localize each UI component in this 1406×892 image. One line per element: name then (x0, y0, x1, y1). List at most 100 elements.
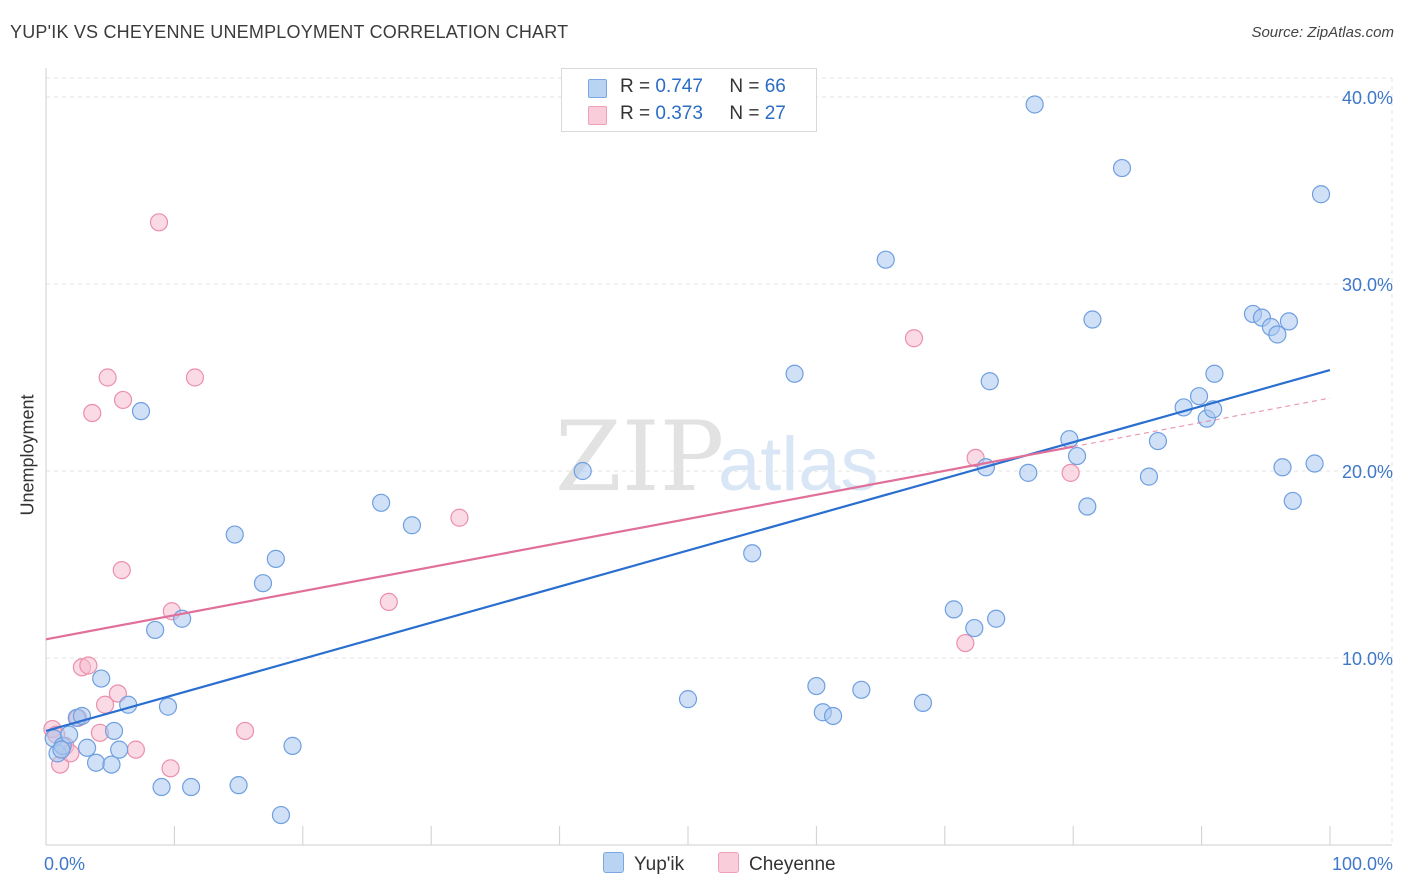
yupik-point (86, 753, 106, 772)
yupik-point (913, 693, 933, 712)
bottom-legend-cheyenne: Cheyenne (718, 852, 836, 876)
y-tick-label: 20.0% (1342, 462, 1393, 482)
yupik-point (823, 706, 843, 726)
yupik-point (225, 525, 244, 544)
yupik-point (253, 574, 273, 593)
bottom-legend-yupik: Yup'ik (603, 852, 684, 876)
yupik-point (1112, 158, 1132, 178)
bottom-legend-swatch-cheyenne (718, 852, 739, 873)
y-axis-label: Unemployment (17, 394, 38, 516)
yupik-point (987, 609, 1006, 628)
yupik-point (181, 777, 201, 797)
yupik-point (1078, 497, 1097, 516)
cheyenne-point (98, 368, 117, 387)
yupik-point (944, 600, 963, 619)
legend-n-label: N = (729, 103, 760, 124)
legend-r-label: R = (620, 76, 651, 97)
yupik-point (92, 669, 111, 688)
bottom-legend-label-cheyenne: Cheyenne (749, 854, 836, 875)
cheyenne-point (79, 656, 98, 675)
data-points (43, 95, 1331, 825)
yupik-point (1019, 463, 1038, 482)
yupik-point (229, 776, 248, 795)
yupik-point (1067, 446, 1087, 466)
y-tick-label: 10.0% (1342, 649, 1393, 669)
yupik-point (980, 372, 999, 391)
cheyenne-point (113, 390, 133, 410)
y-tick-label: 40.0% (1342, 88, 1393, 108)
yupik-point (77, 738, 97, 757)
yupik-point (1205, 364, 1224, 383)
trend-lines (45, 368, 1331, 732)
yupik-point (876, 250, 895, 269)
yupik-point (60, 725, 79, 744)
yupik-trend-line (45, 368, 1331, 732)
yupik-point (146, 620, 165, 640)
cheyenne-point (1061, 463, 1080, 482)
y-tick-label: 30.0% (1342, 275, 1393, 295)
axes (45, 68, 1392, 846)
legend-n-label: N = (729, 76, 760, 97)
cheyenne-point (108, 684, 128, 703)
yupik-point (402, 516, 422, 535)
yupik-point (743, 544, 762, 563)
cheyenne-point (450, 508, 469, 527)
yupik-point (1279, 312, 1299, 331)
yupik-point (1305, 454, 1324, 473)
yupik-point (785, 364, 804, 383)
watermark-zip: ZIP (555, 401, 724, 513)
yupik-point (266, 549, 285, 568)
x-tick-label-end: 100.0% (1332, 854, 1393, 874)
cheyenne-point (126, 740, 145, 759)
legend-n-value: 66 (764, 76, 786, 97)
tick-labels: 10.0% 20.0% 30.0% 40.0% 0.0% 100.0% (44, 88, 1393, 874)
cheyenne-point (379, 592, 398, 612)
yupik-point (102, 755, 121, 774)
yupik-point (965, 618, 984, 638)
yupik-point (1139, 467, 1159, 486)
yupik-point (852, 680, 871, 699)
cheyenne-point (161, 759, 180, 778)
yupik-point (152, 777, 171, 797)
yupik-point (104, 721, 124, 741)
bottom-legend-swatch-yupik (603, 852, 624, 873)
yupik-point (110, 740, 129, 759)
yupik-point (1025, 95, 1044, 114)
legend-n-value: 27 (764, 103, 786, 124)
yupik-point (807, 676, 826, 696)
cheyenne-point (235, 721, 255, 741)
yupik-point (678, 690, 698, 709)
stats-legend: R = 0.747 N = 66 R = 0.373 N = 27 (561, 68, 817, 132)
cheyenne-point (149, 213, 169, 232)
yupik-point (1148, 431, 1168, 451)
yupik-point (1189, 387, 1209, 406)
cheyenne-trend-extension (1073, 397, 1331, 448)
x-tick-label-start: 0.0% (44, 854, 85, 874)
cheyenne-point (112, 561, 131, 580)
bottom-legend-label-yupik: Yup'ik (634, 854, 685, 875)
yupik-point (131, 402, 151, 421)
yupik-point (1311, 185, 1331, 204)
yupik-point (158, 697, 178, 716)
cheyenne-point (83, 403, 102, 423)
yupik-point (372, 493, 391, 512)
yupik-point (119, 695, 138, 714)
yupik-point (573, 461, 592, 481)
legend-r-label: R = (620, 103, 651, 124)
cheyenne-point (956, 633, 975, 653)
yupik-point (283, 736, 302, 755)
chart-title: YUP'IK VS CHEYENNE UNEMPLOYMENT CORRELAT… (10, 22, 569, 42)
yupik-point (1273, 458, 1292, 477)
yupik-point (1283, 491, 1302, 511)
source-label: Source: ZipAtlas.com (1251, 24, 1394, 41)
cheyenne-trend-line (45, 445, 1074, 641)
cheyenne-point (185, 368, 205, 387)
yupik-point (271, 805, 291, 825)
watermark-atlas: atlas (718, 422, 879, 507)
yupik-point (1083, 310, 1102, 329)
yupik-point (52, 740, 71, 759)
legend-r-value: 0.747 (655, 76, 703, 97)
legend-swatch-cheyenne (588, 106, 607, 125)
